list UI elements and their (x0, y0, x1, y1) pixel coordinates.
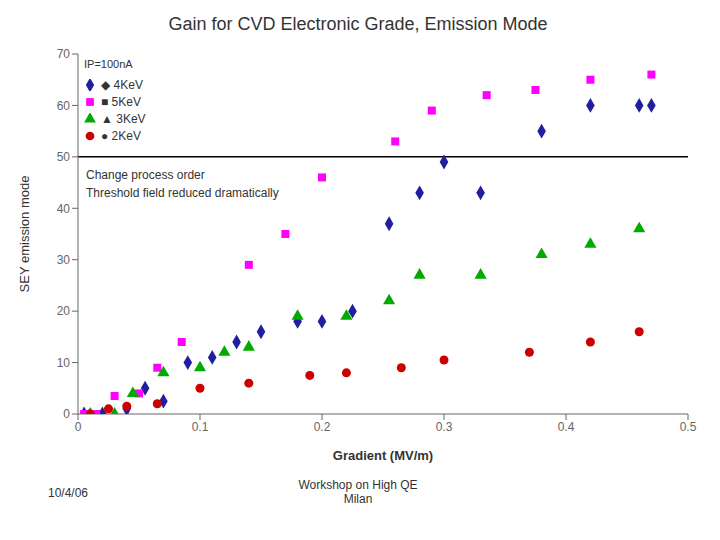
svg-text:60: 60 (57, 99, 71, 113)
svg-text:0: 0 (63, 407, 70, 421)
html-text:Workshop on High QE Milan: Workshop on High QE Milan (298, 478, 418, 506)
svg-text:30: 30 (57, 253, 71, 267)
html-text:◆ 4KeV: ◆ 4KeV (101, 77, 143, 92)
html-text:Threshold field reduced dramat: Threshold field reduced dramatically (86, 186, 279, 200)
svg-text:0.1: 0.1 (192, 420, 209, 434)
html-text:● 2KeV: ● 2KeV (101, 128, 141, 143)
svg-text:70: 70 (57, 47, 71, 61)
svg-text:50: 50 (57, 150, 71, 164)
svg-text:20: 20 (57, 304, 71, 318)
svg-text:0: 0 (75, 420, 82, 434)
html-text:■ 5KeV: ■ 5KeV (101, 94, 141, 109)
html-text:Gain for CVD Electronic Grade,: Gain for CVD Electronic Grade, Emission … (168, 14, 548, 34)
svg-text:SEY emission mode: SEY emission mode (17, 176, 32, 293)
svg-text:40: 40 (57, 202, 71, 216)
svg-text:Gradient (MV/m): Gradient (MV/m) (333, 448, 433, 463)
svg-text:0.3: 0.3 (436, 420, 453, 434)
svg-text:0.2: 0.2 (314, 420, 331, 434)
html-text:IP=100nA: IP=100nA (84, 58, 133, 70)
html-text:▲ 3KeV: ▲ 3KeV (101, 111, 146, 126)
svg-text:0.5: 0.5 (680, 420, 697, 434)
svg-text:0.4: 0.4 (558, 420, 575, 434)
html-text:10/4/06: 10/4/06 (48, 486, 88, 500)
svg-text:10: 10 (57, 356, 71, 370)
html-text:Change process order: Change process order (86, 168, 205, 182)
